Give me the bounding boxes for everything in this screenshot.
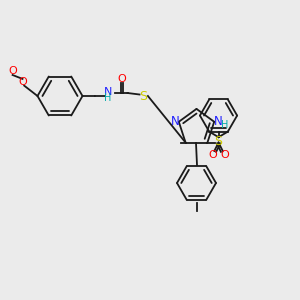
Text: S: S: [214, 134, 223, 148]
Text: O: O: [18, 77, 27, 87]
Text: N: N: [104, 87, 112, 97]
Text: O: O: [208, 150, 217, 160]
Text: O: O: [118, 74, 127, 84]
Text: S: S: [140, 89, 147, 103]
Text: H: H: [104, 93, 112, 103]
Text: O: O: [8, 66, 17, 76]
Text: N: N: [171, 115, 180, 128]
Text: N: N: [213, 115, 222, 128]
Text: H: H: [221, 120, 228, 130]
Text: O: O: [220, 150, 229, 160]
